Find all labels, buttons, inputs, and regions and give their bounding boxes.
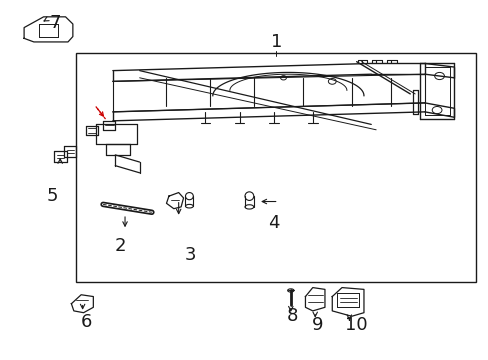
Text: 5: 5: [46, 187, 58, 205]
Text: 1: 1: [270, 33, 281, 51]
Text: 10: 10: [345, 316, 367, 334]
Text: 2: 2: [114, 237, 125, 255]
Text: 6: 6: [80, 312, 92, 330]
Text: 8: 8: [286, 307, 297, 325]
Text: 7: 7: [49, 14, 61, 32]
Text: 4: 4: [267, 214, 279, 232]
Text: 9: 9: [311, 316, 323, 334]
Bar: [76, 53, 475, 282]
Text: 3: 3: [185, 246, 196, 264]
